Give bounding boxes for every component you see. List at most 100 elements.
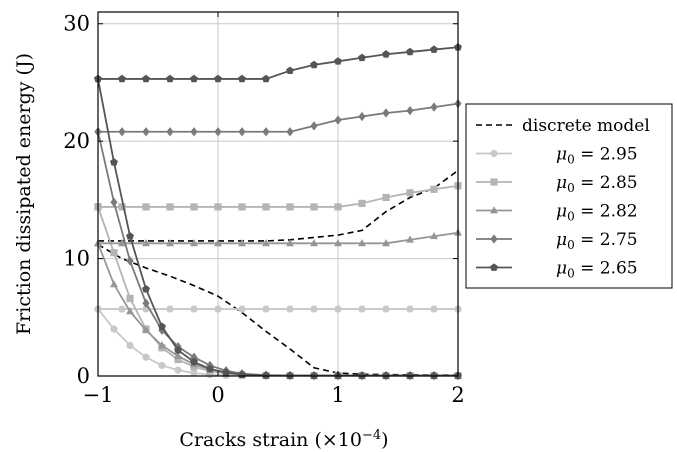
data-point	[262, 238, 270, 247]
data-point	[238, 203, 246, 211]
data-point	[158, 341, 166, 349]
data-point	[310, 203, 318, 211]
legend-label: μ0 = 2.82	[556, 202, 638, 224]
data-point	[310, 371, 318, 379]
series-line	[98, 231, 459, 245]
data-point	[286, 203, 294, 211]
data-point	[174, 355, 182, 364]
legend: discrete model μ0 = 2.95 μ0 = 2.85 μ0 = 2.8…	[465, 103, 673, 289]
data-point	[406, 105, 414, 116]
legend-box	[465, 103, 673, 289]
legend-label: discrete model	[522, 116, 650, 136]
series-line	[98, 102, 459, 133]
data-point	[382, 193, 390, 202]
data-point	[206, 364, 214, 373]
data-point	[166, 127, 174, 137]
series-line	[97, 308, 458, 377]
x-tick-label: 2	[451, 383, 464, 407]
data-point	[430, 231, 438, 240]
data-point	[490, 206, 498, 214]
data-point	[214, 305, 222, 313]
data-point	[430, 45, 438, 53]
legend-label: μ0 = 2.95	[556, 145, 638, 167]
series-1	[94, 305, 462, 380]
data-point	[110, 280, 118, 288]
legend-label: μ0 = 2.75	[556, 230, 638, 252]
data-point	[286, 66, 294, 75]
data-point	[358, 111, 366, 122]
data-point	[214, 203, 222, 211]
data-point	[174, 346, 182, 354]
legend-label: μ0 = 2.65	[556, 259, 638, 281]
data-point	[142, 238, 150, 247]
data-point	[430, 185, 438, 193]
data-point	[126, 294, 134, 303]
data-point	[126, 256, 134, 266]
data-point	[490, 149, 498, 158]
data-point	[142, 325, 150, 334]
data-point	[382, 305, 390, 313]
x-tick-label: −1	[83, 383, 114, 407]
data-point	[118, 203, 126, 211]
data-point	[238, 305, 246, 313]
x-tick-label: 0	[211, 383, 224, 407]
data-point	[214, 74, 222, 83]
y-tick-label: 30	[63, 12, 90, 36]
x-axis-label-exponent: −4	[362, 428, 381, 443]
y-axis-label: Friction dissipated energy (J)	[13, 53, 35, 335]
data-point	[214, 238, 222, 247]
legend-label: μ0 = 2.85	[556, 173, 638, 195]
series-line	[97, 243, 458, 376]
data-point	[118, 74, 126, 83]
data-point	[262, 127, 270, 137]
data-point	[238, 238, 246, 247]
data-point	[118, 305, 126, 313]
data-point	[490, 178, 498, 186]
data-point	[406, 47, 414, 56]
data-point	[286, 305, 294, 313]
x-axis-label: Cracks strain (×10−4)	[179, 428, 388, 452]
data-point	[126, 232, 134, 240]
data-point	[190, 127, 198, 137]
data-point	[166, 203, 174, 211]
data-point	[382, 371, 390, 379]
data-point	[310, 60, 318, 69]
data-point	[334, 305, 342, 313]
data-point	[490, 263, 498, 271]
data-point	[406, 235, 414, 243]
data-point	[238, 127, 246, 137]
data-point	[166, 238, 174, 247]
y-tick-label: 10	[63, 247, 90, 271]
data-point	[126, 307, 134, 315]
data-point	[334, 57, 342, 65]
data-point	[286, 238, 294, 247]
data-point	[286, 127, 294, 137]
data-point	[358, 238, 366, 247]
data-point	[310, 121, 318, 131]
data-point	[358, 199, 366, 207]
data-point	[190, 357, 198, 366]
series-line	[98, 46, 459, 80]
data-point	[190, 352, 198, 362]
data-point	[118, 238, 126, 247]
data-point	[358, 53, 366, 62]
data-point	[382, 50, 390, 58]
data-point	[358, 371, 366, 379]
data-point	[382, 108, 390, 118]
data-point	[190, 74, 198, 83]
data-point	[110, 197, 118, 207]
data-point	[430, 371, 438, 379]
data-point	[190, 305, 198, 313]
plot-frame	[97, 11, 459, 377]
y-tick-label: 20	[63, 129, 90, 153]
data-point	[358, 305, 366, 313]
data-point	[190, 369, 198, 377]
data-point	[142, 203, 150, 211]
data-point	[406, 371, 414, 379]
data-point	[334, 238, 342, 247]
series-2	[94, 182, 462, 380]
x-axis-label-close: )	[381, 429, 388, 451]
data-point	[158, 322, 166, 331]
